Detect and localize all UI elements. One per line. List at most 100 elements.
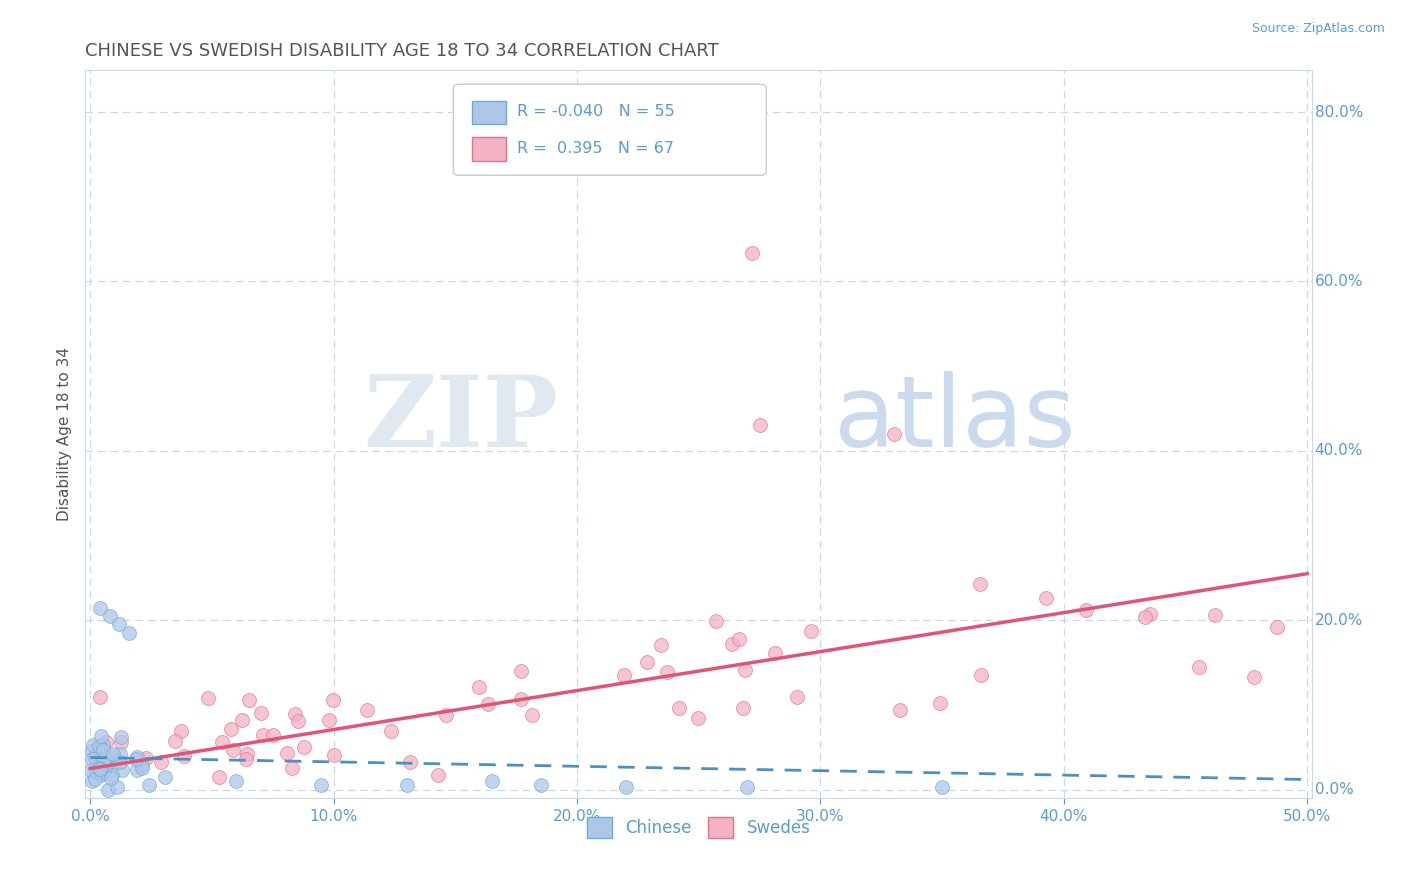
Point xyxy=(125,763,148,777)
Point xyxy=(91,743,114,757)
Point xyxy=(1188,660,1211,674)
Text: 0.0%: 0.0% xyxy=(1315,782,1354,797)
Point xyxy=(173,749,195,764)
Text: CHINESE VS SWEDISH DISABILITY AGE 18 TO 34 CORRELATION CHART: CHINESE VS SWEDISH DISABILITY AGE 18 TO … xyxy=(86,42,718,60)
Point xyxy=(108,747,131,761)
Point xyxy=(90,729,112,743)
Point xyxy=(928,696,950,710)
Point xyxy=(104,756,127,770)
Point xyxy=(238,693,260,707)
Text: Source: ZipAtlas.com: Source: ZipAtlas.com xyxy=(1251,22,1385,36)
Point xyxy=(1204,607,1226,622)
Point xyxy=(125,752,148,766)
Point xyxy=(80,764,103,778)
Point xyxy=(93,751,115,765)
Point xyxy=(427,768,450,782)
Point xyxy=(380,724,402,739)
Point xyxy=(262,728,284,742)
Point xyxy=(84,763,107,777)
Point xyxy=(86,748,108,763)
Point xyxy=(89,762,111,776)
Point xyxy=(94,762,117,776)
Point xyxy=(219,722,242,736)
Point xyxy=(80,774,103,789)
Point xyxy=(728,632,751,646)
Point xyxy=(131,761,153,775)
Text: 40.0%: 40.0% xyxy=(1315,443,1362,458)
Point xyxy=(731,700,754,714)
Point xyxy=(704,615,727,629)
FancyBboxPatch shape xyxy=(453,84,766,176)
Point xyxy=(83,772,105,786)
Point xyxy=(931,780,953,794)
Point xyxy=(94,734,117,748)
Point xyxy=(889,703,911,717)
Point xyxy=(89,740,111,755)
Point xyxy=(650,638,672,652)
Point xyxy=(108,617,131,632)
Text: atlas: atlas xyxy=(834,371,1076,467)
Point xyxy=(110,735,132,749)
Y-axis label: Disability Age 18 to 34: Disability Age 18 to 34 xyxy=(58,347,72,521)
Point xyxy=(786,690,808,705)
Point xyxy=(520,708,543,723)
Point xyxy=(93,761,115,775)
Point xyxy=(89,690,111,705)
Point xyxy=(434,708,457,723)
Point xyxy=(150,755,173,769)
Text: 80.0%: 80.0% xyxy=(1315,104,1362,120)
Point xyxy=(741,245,763,260)
Point xyxy=(82,738,104,752)
Point xyxy=(163,734,186,748)
Point xyxy=(287,714,309,728)
Point xyxy=(481,774,503,789)
Text: 60.0%: 60.0% xyxy=(1315,274,1364,289)
Point xyxy=(668,700,690,714)
Point xyxy=(225,774,247,789)
Point xyxy=(231,713,253,727)
Point xyxy=(100,768,122,782)
Point xyxy=(84,749,107,764)
Point xyxy=(636,655,658,669)
Point xyxy=(614,780,637,794)
Text: R = -0.040   N = 55: R = -0.040 N = 55 xyxy=(517,104,675,120)
FancyBboxPatch shape xyxy=(472,137,506,161)
Point xyxy=(529,779,551,793)
Point xyxy=(153,770,176,784)
FancyBboxPatch shape xyxy=(472,101,506,124)
Point xyxy=(111,764,134,778)
Point xyxy=(250,706,273,720)
Point xyxy=(318,713,340,727)
Point xyxy=(322,692,344,706)
Point xyxy=(721,637,744,651)
Point xyxy=(110,730,132,744)
Point xyxy=(170,723,193,738)
Point xyxy=(105,780,128,795)
Point xyxy=(125,750,148,764)
Point xyxy=(87,761,110,775)
Point xyxy=(356,703,378,717)
Legend: Chinese, Swedes: Chinese, Swedes xyxy=(581,811,817,845)
Point xyxy=(748,418,770,433)
Point xyxy=(211,734,233,748)
Point xyxy=(80,752,103,766)
Point xyxy=(688,711,710,725)
Point xyxy=(970,668,993,682)
Point xyxy=(89,739,111,753)
Point xyxy=(101,749,124,764)
Point xyxy=(284,707,307,722)
Point xyxy=(1139,607,1161,621)
Point xyxy=(737,780,759,794)
Text: ZIP: ZIP xyxy=(363,371,558,467)
Point xyxy=(100,772,122,786)
Point xyxy=(97,782,120,797)
Point xyxy=(657,665,679,679)
Text: 20.0%: 20.0% xyxy=(1315,613,1362,628)
Point xyxy=(86,765,108,780)
Point xyxy=(398,755,420,769)
Point xyxy=(208,770,231,784)
Point xyxy=(235,747,257,761)
Point xyxy=(197,690,219,705)
Point xyxy=(1133,610,1156,624)
Point xyxy=(281,761,304,775)
